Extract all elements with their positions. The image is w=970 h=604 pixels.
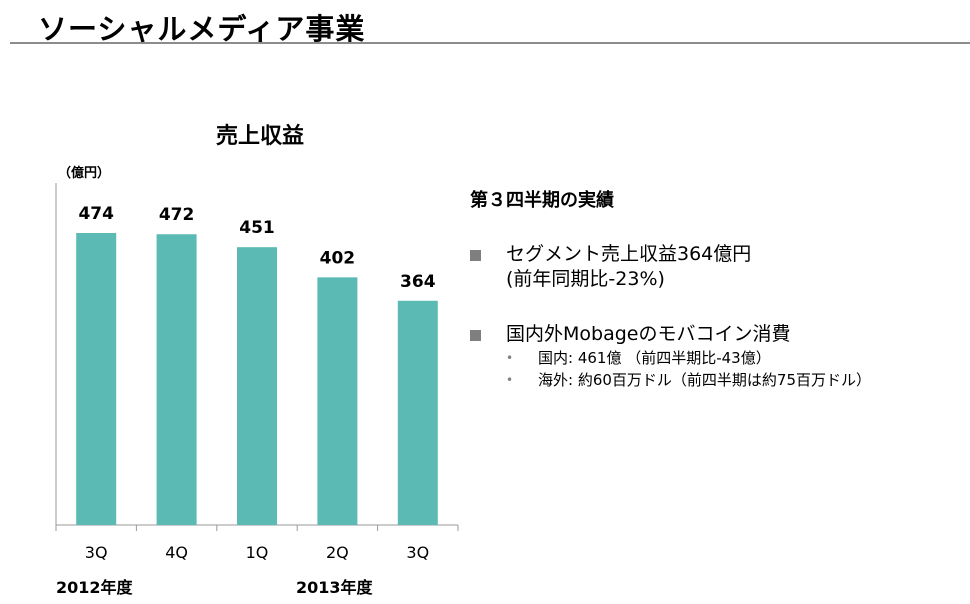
bullet-revenue-line1: セグメント売上収益364億円 — [506, 243, 752, 265]
sub-bullet-domestic-text: 国内: 461億 （前四半期比-43億） — [538, 349, 771, 367]
year-label-2012: 2012年度 — [56, 578, 133, 597]
bullet-mobage: 国内外Mobageのモバコイン消費 • 国内: 461億 （前四半期比-43億）… — [470, 322, 965, 391]
sub-bullet-domestic: • 国内: 461億 （前四半期比-43億） — [506, 347, 965, 369]
bar-value-label: 402 — [320, 248, 356, 268]
bar — [397, 300, 438, 525]
x-tick-label: 4Q — [165, 543, 188, 562]
title-divider — [10, 42, 970, 44]
bar — [317, 277, 358, 525]
year-label-2013: 2013年度 — [296, 578, 373, 597]
x-tick-label: 2Q — [326, 543, 349, 562]
bar-value-label: 451 — [239, 218, 275, 238]
bar — [76, 233, 117, 526]
unit-label: （億円） — [58, 166, 111, 181]
bar — [237, 247, 277, 525]
bar-value-label: 472 — [159, 205, 195, 225]
square-bullet-icon — [470, 330, 481, 341]
sub-bullet-overseas-text: 海外: 約60百万ドル（前四半期は約75百万ドル） — [538, 371, 871, 389]
sub-bullet-overseas: • 海外: 約60百万ドル（前四半期は約75百万ドル） — [506, 369, 965, 391]
x-tick-label: 3Q — [406, 543, 429, 562]
bullet-mobage-line1: 国内外Mobageのモバコイン消費 — [506, 323, 791, 345]
bar-value-label: 474 — [78, 204, 114, 224]
summary-heading: 第３四半期の実績 — [470, 190, 614, 211]
summary-panel: 第３四半期の実績 セグメント売上収益364億円 (前年同期比-23%) 国内外M… — [470, 186, 965, 421]
x-tick-label: 1Q — [246, 543, 269, 562]
bar — [156, 234, 197, 526]
chart-title: 売上収益 — [215, 124, 304, 149]
bullet-revenue-line2: (前年同期比-23%) — [506, 268, 665, 290]
bar-value-label: 364 — [400, 272, 436, 292]
page-title: ソーシャルメディア事業 — [38, 12, 366, 46]
dot-bullet-icon: • — [506, 351, 514, 365]
x-tick-label: 3Q — [85, 543, 108, 562]
square-bullet-icon — [470, 250, 481, 261]
bullet-revenue: セグメント売上収益364億円 (前年同期比-23%) — [470, 242, 965, 292]
bar-chart: 474 3Q 472 4Q 451 1Q 402 2Q 364 3Q — [55, 183, 459, 562]
dot-bullet-icon: • — [506, 373, 514, 387]
